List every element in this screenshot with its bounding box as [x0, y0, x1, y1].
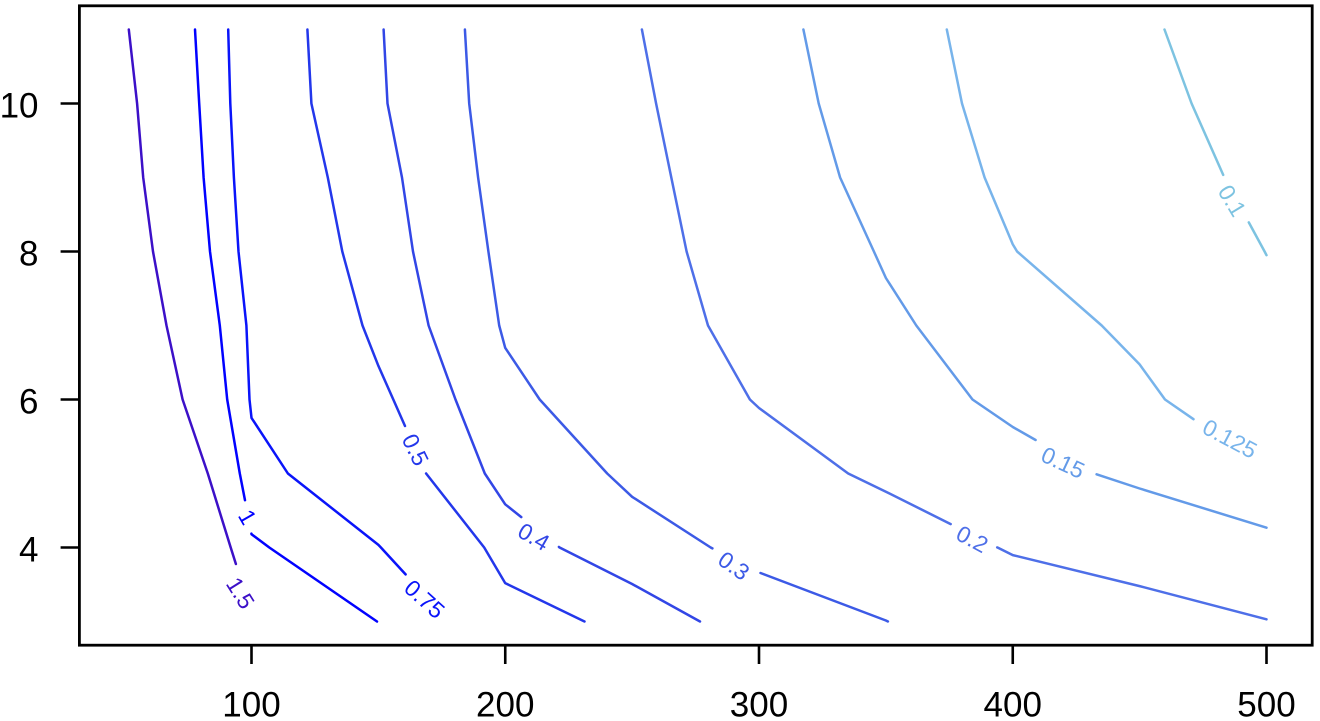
svg-text:500: 500: [1237, 686, 1295, 721]
svg-text:10: 10: [0, 86, 39, 125]
svg-text:8: 8: [19, 234, 38, 273]
svg-text:300: 300: [730, 686, 788, 721]
svg-text:200: 200: [476, 686, 534, 721]
svg-text:400: 400: [984, 686, 1042, 721]
svg-text:100: 100: [222, 686, 280, 721]
svg-text:6: 6: [19, 382, 38, 421]
svg-text:4: 4: [19, 530, 38, 569]
